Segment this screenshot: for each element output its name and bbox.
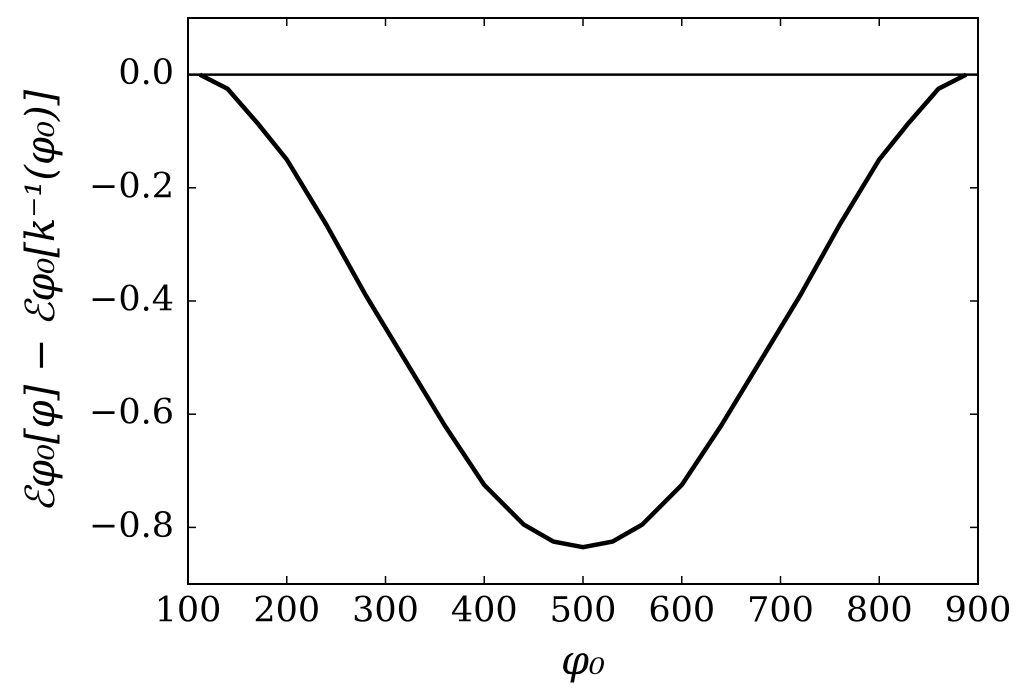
x-tick-label: 500 bbox=[550, 591, 617, 631]
y-axis-label: ℰφ₀[φ] − ℰφ₀[k⁻¹(φ₀)] bbox=[18, 89, 64, 512]
plot-frame bbox=[187, 17, 979, 585]
x-tick-label: 600 bbox=[648, 591, 715, 631]
x-tick-label: 900 bbox=[945, 591, 1012, 631]
y-tick-label: 0.0 bbox=[118, 53, 174, 93]
y-tick-label: −0.8 bbox=[89, 506, 174, 546]
x-tick-label: 300 bbox=[352, 591, 419, 631]
y-tick-label: −0.6 bbox=[89, 393, 174, 433]
y-tick-label: −0.4 bbox=[89, 280, 174, 320]
x-axis-label: φ₀ bbox=[561, 638, 605, 684]
x-tick-label: 200 bbox=[253, 591, 320, 631]
y-tick-label: −0.2 bbox=[89, 166, 174, 206]
x-tick-label: 800 bbox=[846, 591, 913, 631]
x-tick-label: 400 bbox=[451, 591, 518, 631]
x-tick-label: 100 bbox=[155, 591, 222, 631]
data-line bbox=[198, 72, 968, 550]
x-tick-label: 700 bbox=[747, 591, 814, 631]
